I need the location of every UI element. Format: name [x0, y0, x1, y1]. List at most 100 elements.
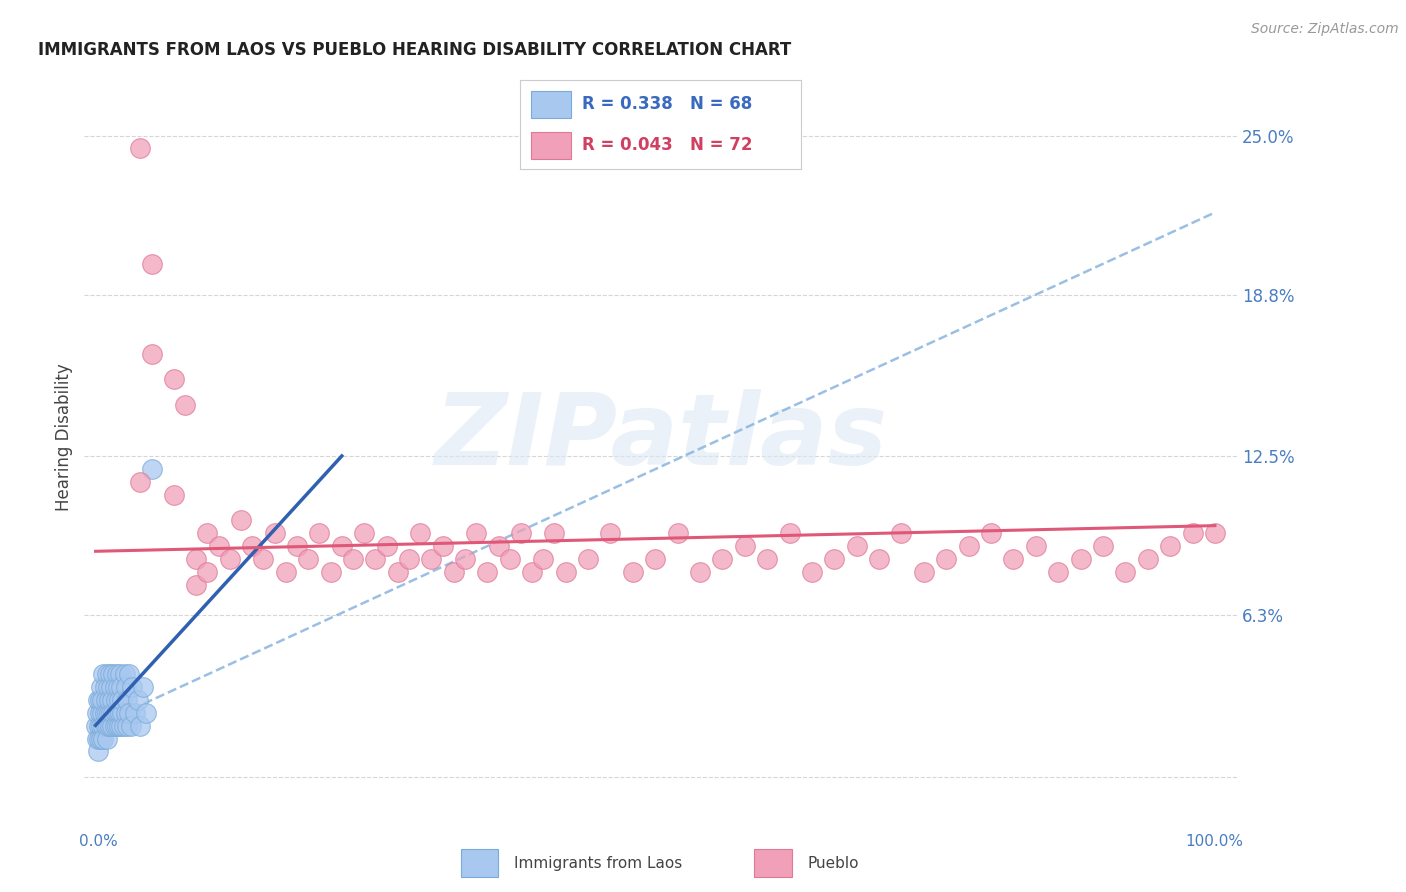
Point	[98, 693, 121, 707]
Point	[98, 719, 121, 733]
Point	[115, 693, 138, 707]
Point	[163, 488, 186, 502]
Point	[101, 719, 124, 733]
Y-axis label: Hearing Disability: Hearing Disability	[55, 363, 73, 511]
Point	[353, 526, 375, 541]
Point	[364, 552, 387, 566]
Point	[93, 681, 115, 695]
Point	[218, 552, 240, 566]
Point	[107, 681, 129, 695]
Point	[120, 719, 142, 733]
Point	[103, 719, 125, 733]
Point	[108, 693, 131, 707]
Point	[229, 514, 252, 528]
Point	[375, 539, 398, 553]
Text: Immigrants from Laos: Immigrants from Laos	[515, 855, 682, 871]
Point	[89, 693, 111, 707]
Point	[90, 681, 112, 695]
Point	[420, 552, 443, 566]
Point	[96, 706, 118, 720]
Point	[554, 565, 576, 579]
Point	[454, 552, 477, 566]
Point	[100, 706, 122, 720]
Point	[96, 667, 118, 681]
Point	[252, 552, 274, 566]
Point	[499, 552, 522, 566]
Point	[129, 141, 152, 155]
Point	[621, 565, 644, 579]
Point	[87, 693, 110, 707]
Point	[118, 706, 141, 720]
Point	[103, 667, 125, 681]
Point	[94, 693, 117, 707]
Point	[186, 552, 208, 566]
Point	[509, 526, 531, 541]
Point	[477, 565, 499, 579]
Text: Source: ZipAtlas.com: Source: ZipAtlas.com	[1251, 22, 1399, 37]
Point	[111, 693, 134, 707]
Text: 0.0%: 0.0%	[79, 833, 117, 848]
Point	[104, 693, 127, 707]
Point	[912, 565, 935, 579]
Point	[935, 552, 957, 566]
Point	[98, 667, 121, 681]
Point	[93, 706, 115, 720]
FancyBboxPatch shape	[755, 849, 792, 877]
Point	[1091, 539, 1114, 553]
Point	[87, 731, 110, 746]
Point	[105, 719, 128, 733]
Point	[208, 539, 231, 553]
Point	[285, 539, 308, 553]
Point	[443, 565, 465, 579]
Point	[91, 706, 114, 720]
Point	[114, 681, 136, 695]
Point	[114, 667, 136, 681]
Point	[980, 526, 1002, 541]
Text: 100.0%: 100.0%	[1185, 833, 1243, 848]
Point	[890, 526, 912, 541]
Point	[186, 577, 208, 591]
Point	[121, 681, 143, 695]
Point	[115, 719, 138, 733]
Point	[127, 693, 149, 707]
Point	[1002, 552, 1025, 566]
Point	[398, 552, 420, 566]
Point	[1025, 539, 1047, 553]
Point	[342, 552, 364, 566]
Text: R = 0.043   N = 72: R = 0.043 N = 72	[582, 136, 752, 154]
Point	[319, 565, 342, 579]
Point	[163, 372, 186, 386]
Point	[756, 552, 779, 566]
Point	[465, 526, 488, 541]
Point	[689, 565, 711, 579]
Point	[432, 539, 454, 553]
Point	[520, 565, 543, 579]
Point	[141, 257, 163, 271]
Point	[97, 719, 120, 733]
Text: Pueblo: Pueblo	[808, 855, 859, 871]
Point	[868, 552, 890, 566]
Point	[263, 526, 285, 541]
Point	[124, 706, 146, 720]
Point	[93, 667, 115, 681]
Point	[141, 462, 163, 476]
Point	[711, 552, 734, 566]
Point	[129, 719, 152, 733]
Point	[800, 565, 823, 579]
Point	[409, 526, 432, 541]
Point	[105, 667, 128, 681]
Point	[1070, 552, 1092, 566]
Point	[308, 526, 330, 541]
Point	[86, 731, 108, 746]
Point	[100, 681, 122, 695]
Point	[845, 539, 868, 553]
Text: ZIPatlas: ZIPatlas	[434, 389, 887, 485]
Point	[1136, 552, 1159, 566]
Text: R = 0.338   N = 68: R = 0.338 N = 68	[582, 95, 752, 113]
Point	[93, 731, 115, 746]
Point	[108, 719, 131, 733]
Point	[734, 539, 756, 553]
Point	[118, 667, 141, 681]
Point	[823, 552, 845, 566]
Point	[87, 719, 110, 733]
